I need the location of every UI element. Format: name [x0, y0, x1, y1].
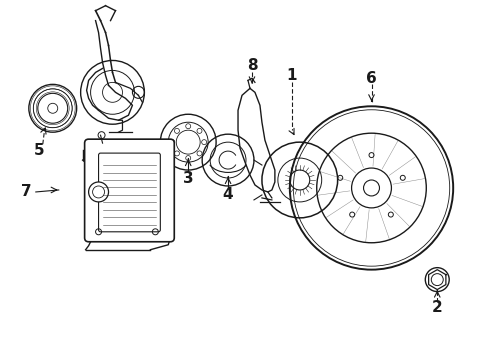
Text: 4: 4	[223, 188, 233, 202]
Text: 7: 7	[21, 184, 31, 199]
Text: 3: 3	[183, 171, 194, 185]
Text: 8: 8	[246, 58, 257, 73]
FancyBboxPatch shape	[98, 153, 160, 232]
Text: 1: 1	[287, 68, 297, 83]
Text: 5: 5	[33, 143, 44, 158]
Text: 6: 6	[366, 71, 377, 86]
FancyBboxPatch shape	[85, 139, 174, 242]
Text: 2: 2	[432, 300, 442, 315]
Circle shape	[89, 182, 108, 202]
